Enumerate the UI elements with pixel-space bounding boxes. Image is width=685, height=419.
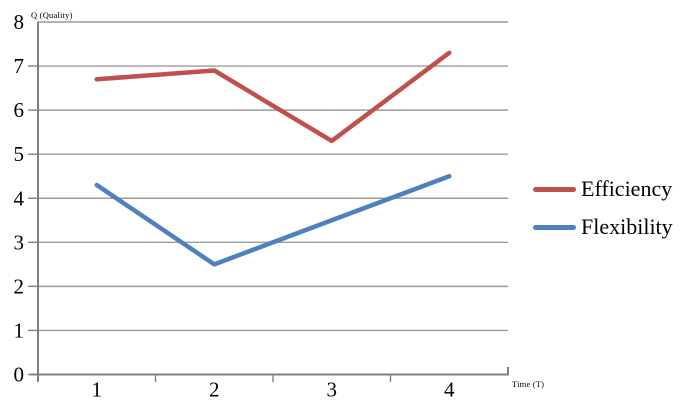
flexibility-line-swatch (533, 224, 576, 230)
x-tick-label: 1 (92, 378, 103, 402)
x-tick-label: 3 (327, 378, 338, 402)
y-tick-label: 4 (14, 186, 25, 210)
y-tick-label: 2 (14, 274, 25, 298)
y-tick-label: 1 (14, 318, 25, 342)
x-axis-title: Time (T) (512, 379, 545, 389)
y-tick-label: 5 (14, 142, 25, 166)
y-tick-label: 8 (14, 10, 25, 34)
legend-item-efficiency: Efficiency (533, 175, 673, 203)
y-tick-label: 3 (14, 230, 25, 254)
series-line-efficiency (94, 50, 452, 144)
efficiency-line-swatch (533, 186, 576, 192)
y-tick-label: 6 (14, 98, 25, 122)
legend-item-flexibility: Flexibility (533, 213, 673, 241)
y-tick-label: 7 (14, 54, 25, 78)
y-axis-title: Q (Quality) (31, 10, 73, 20)
x-tick-label: 2 (209, 378, 220, 402)
legend-label-efficiency: Efficiency (581, 176, 673, 201)
legend-label-flexibility: Flexibility (581, 214, 673, 239)
y-tick-label: 0 (14, 363, 25, 387)
x-tick-label: 4 (444, 378, 455, 402)
series-line-flexibility (94, 173, 452, 267)
legend: Efficiency Flexibility (533, 175, 673, 241)
